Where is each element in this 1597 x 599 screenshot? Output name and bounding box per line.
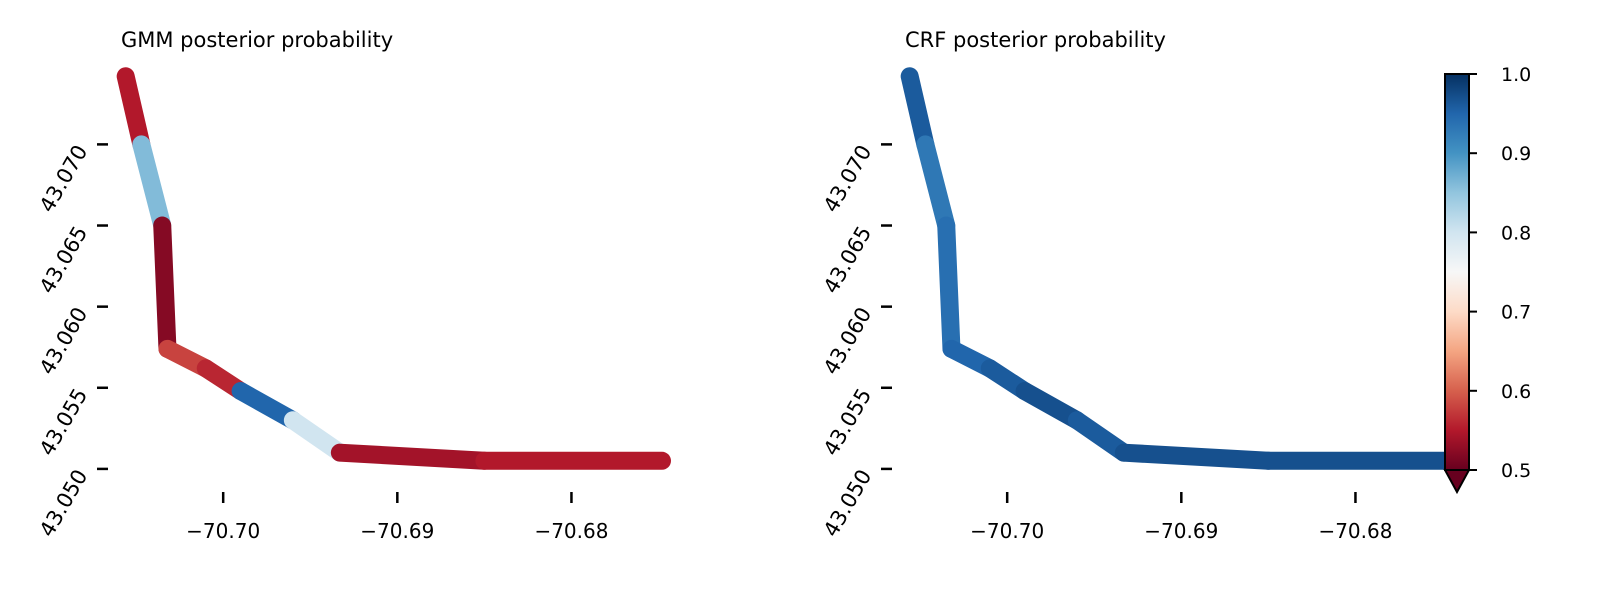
- x-tick-label: −70.70: [970, 519, 1044, 543]
- y-tick-label: 43.060: [819, 303, 877, 379]
- track-segment: [283, 411, 349, 462]
- x-tick-label: −70.69: [360, 519, 434, 543]
- colorbar-outline: [1444, 73, 1470, 471]
- track-segment: [116, 67, 151, 154]
- track-segment: [231, 382, 302, 430]
- plot-title: CRF posterior probability: [905, 28, 1166, 52]
- track-segment: [1015, 382, 1086, 430]
- track-segment: [900, 67, 935, 154]
- y-tick-label: 43.060: [35, 303, 93, 379]
- x-tick-label: −70.68: [534, 519, 608, 543]
- plot-title: GMM posterior probability: [121, 28, 393, 52]
- y-tick-label: 43.050: [819, 465, 877, 541]
- y-tick-label: 43.055: [35, 384, 93, 460]
- gmm-panel: GMM posterior probability −70.70 −70.69 −70…: [35, 28, 671, 543]
- track-segment: [330, 443, 494, 470]
- track-segment: [132, 135, 172, 235]
- track-segment: [937, 216, 961, 358]
- track: [900, 67, 1455, 470]
- colorbar-tick-label: 0.5: [1501, 460, 1531, 482]
- x-tick-label: −70.68: [1318, 519, 1392, 543]
- colorbar-gradient: [1445, 74, 1469, 470]
- track-segment: [1114, 443, 1278, 470]
- colorbar: 0.5 0.6 0.7 0.8 0.9 1.0: [1443, 64, 1531, 495]
- crf-panel: CRF posterior probability −70.70 −70.69 −70…: [819, 28, 1455, 543]
- x-tick-label: −70.69: [1144, 519, 1218, 543]
- track-segment: [1067, 411, 1133, 462]
- y-tick-label: 43.070: [35, 141, 93, 217]
- colorbar-tick-label: 0.9: [1501, 143, 1531, 165]
- colorbar-tick-label: 1.0: [1501, 64, 1531, 86]
- colorbar-tick-label: 0.8: [1501, 222, 1531, 244]
- colorbar-tick-label: 0.7: [1501, 302, 1531, 324]
- x-tick-label: −70.70: [186, 519, 260, 543]
- y-tick-label: 43.065: [819, 222, 877, 298]
- colorbar-extend-min: [1443, 469, 1471, 495]
- track-segment: [916, 135, 956, 235]
- y-tick-label: 43.065: [35, 222, 93, 298]
- y-tick-label: 43.050: [35, 465, 93, 541]
- track-segment: [153, 216, 177, 358]
- y-tick-label: 43.070: [819, 141, 877, 217]
- y-tick-label: 43.055: [819, 384, 877, 460]
- colorbar-tick-label: 0.6: [1501, 381, 1531, 403]
- track: [116, 67, 671, 470]
